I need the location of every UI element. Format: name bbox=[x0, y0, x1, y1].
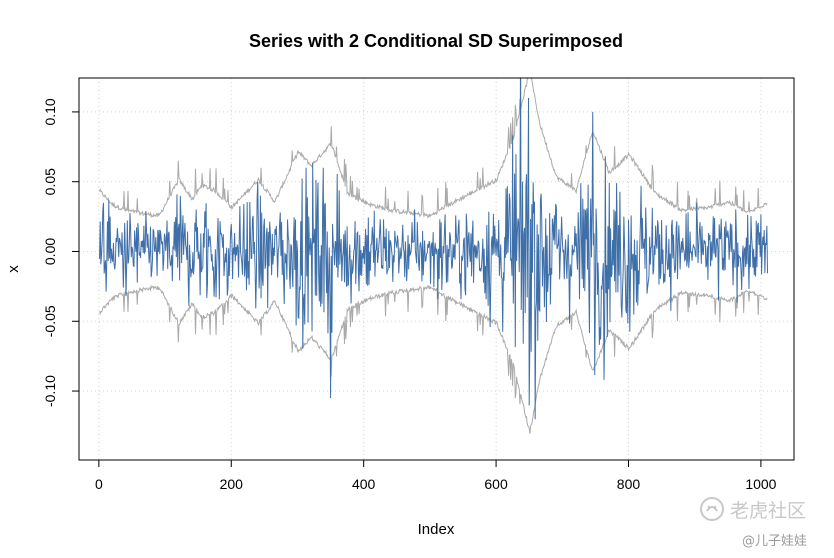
lower-sd-band bbox=[99, 284, 768, 434]
x-tick-label: 800 bbox=[617, 476, 641, 492]
y-tick-label: 0.00 bbox=[42, 238, 58, 265]
x-tick-label: 0 bbox=[95, 476, 103, 492]
tiger-logo-icon bbox=[700, 497, 724, 521]
plot-frame bbox=[78, 77, 795, 461]
x-tick-label: 600 bbox=[484, 476, 508, 492]
x-tick-label: 1000 bbox=[745, 476, 776, 492]
upper-sd-band bbox=[99, 78, 768, 219]
x-tick-label: 200 bbox=[220, 476, 244, 492]
y-axis: -0.10 -0.05 0.00 0.05 0.10 bbox=[42, 98, 80, 407]
series-line bbox=[99, 78, 769, 420]
chart-title: Series with 2 Conditional SD Superimpose… bbox=[249, 31, 623, 51]
series bbox=[99, 78, 769, 420]
x-axis-label: Index bbox=[418, 521, 455, 538]
y-tick-label: 0.10 bbox=[42, 98, 58, 125]
y-tick-label: 0.05 bbox=[42, 168, 58, 195]
x-tick-label: 400 bbox=[352, 476, 376, 492]
watermark: 老虎社区 @儿子娃娃 bbox=[700, 497, 807, 549]
y-tick-label: -0.05 bbox=[42, 305, 58, 337]
sd-bands bbox=[99, 78, 768, 434]
x-axis: 0 200 400 600 800 1000 bbox=[95, 459, 777, 492]
y-axis-label: x bbox=[5, 265, 22, 273]
y-tick-label: -0.10 bbox=[42, 375, 58, 407]
watermark-sub: @儿子娃娃 bbox=[742, 534, 807, 549]
watermark-main: 老虎社区 bbox=[730, 500, 806, 522]
grid bbox=[79, 78, 794, 460]
